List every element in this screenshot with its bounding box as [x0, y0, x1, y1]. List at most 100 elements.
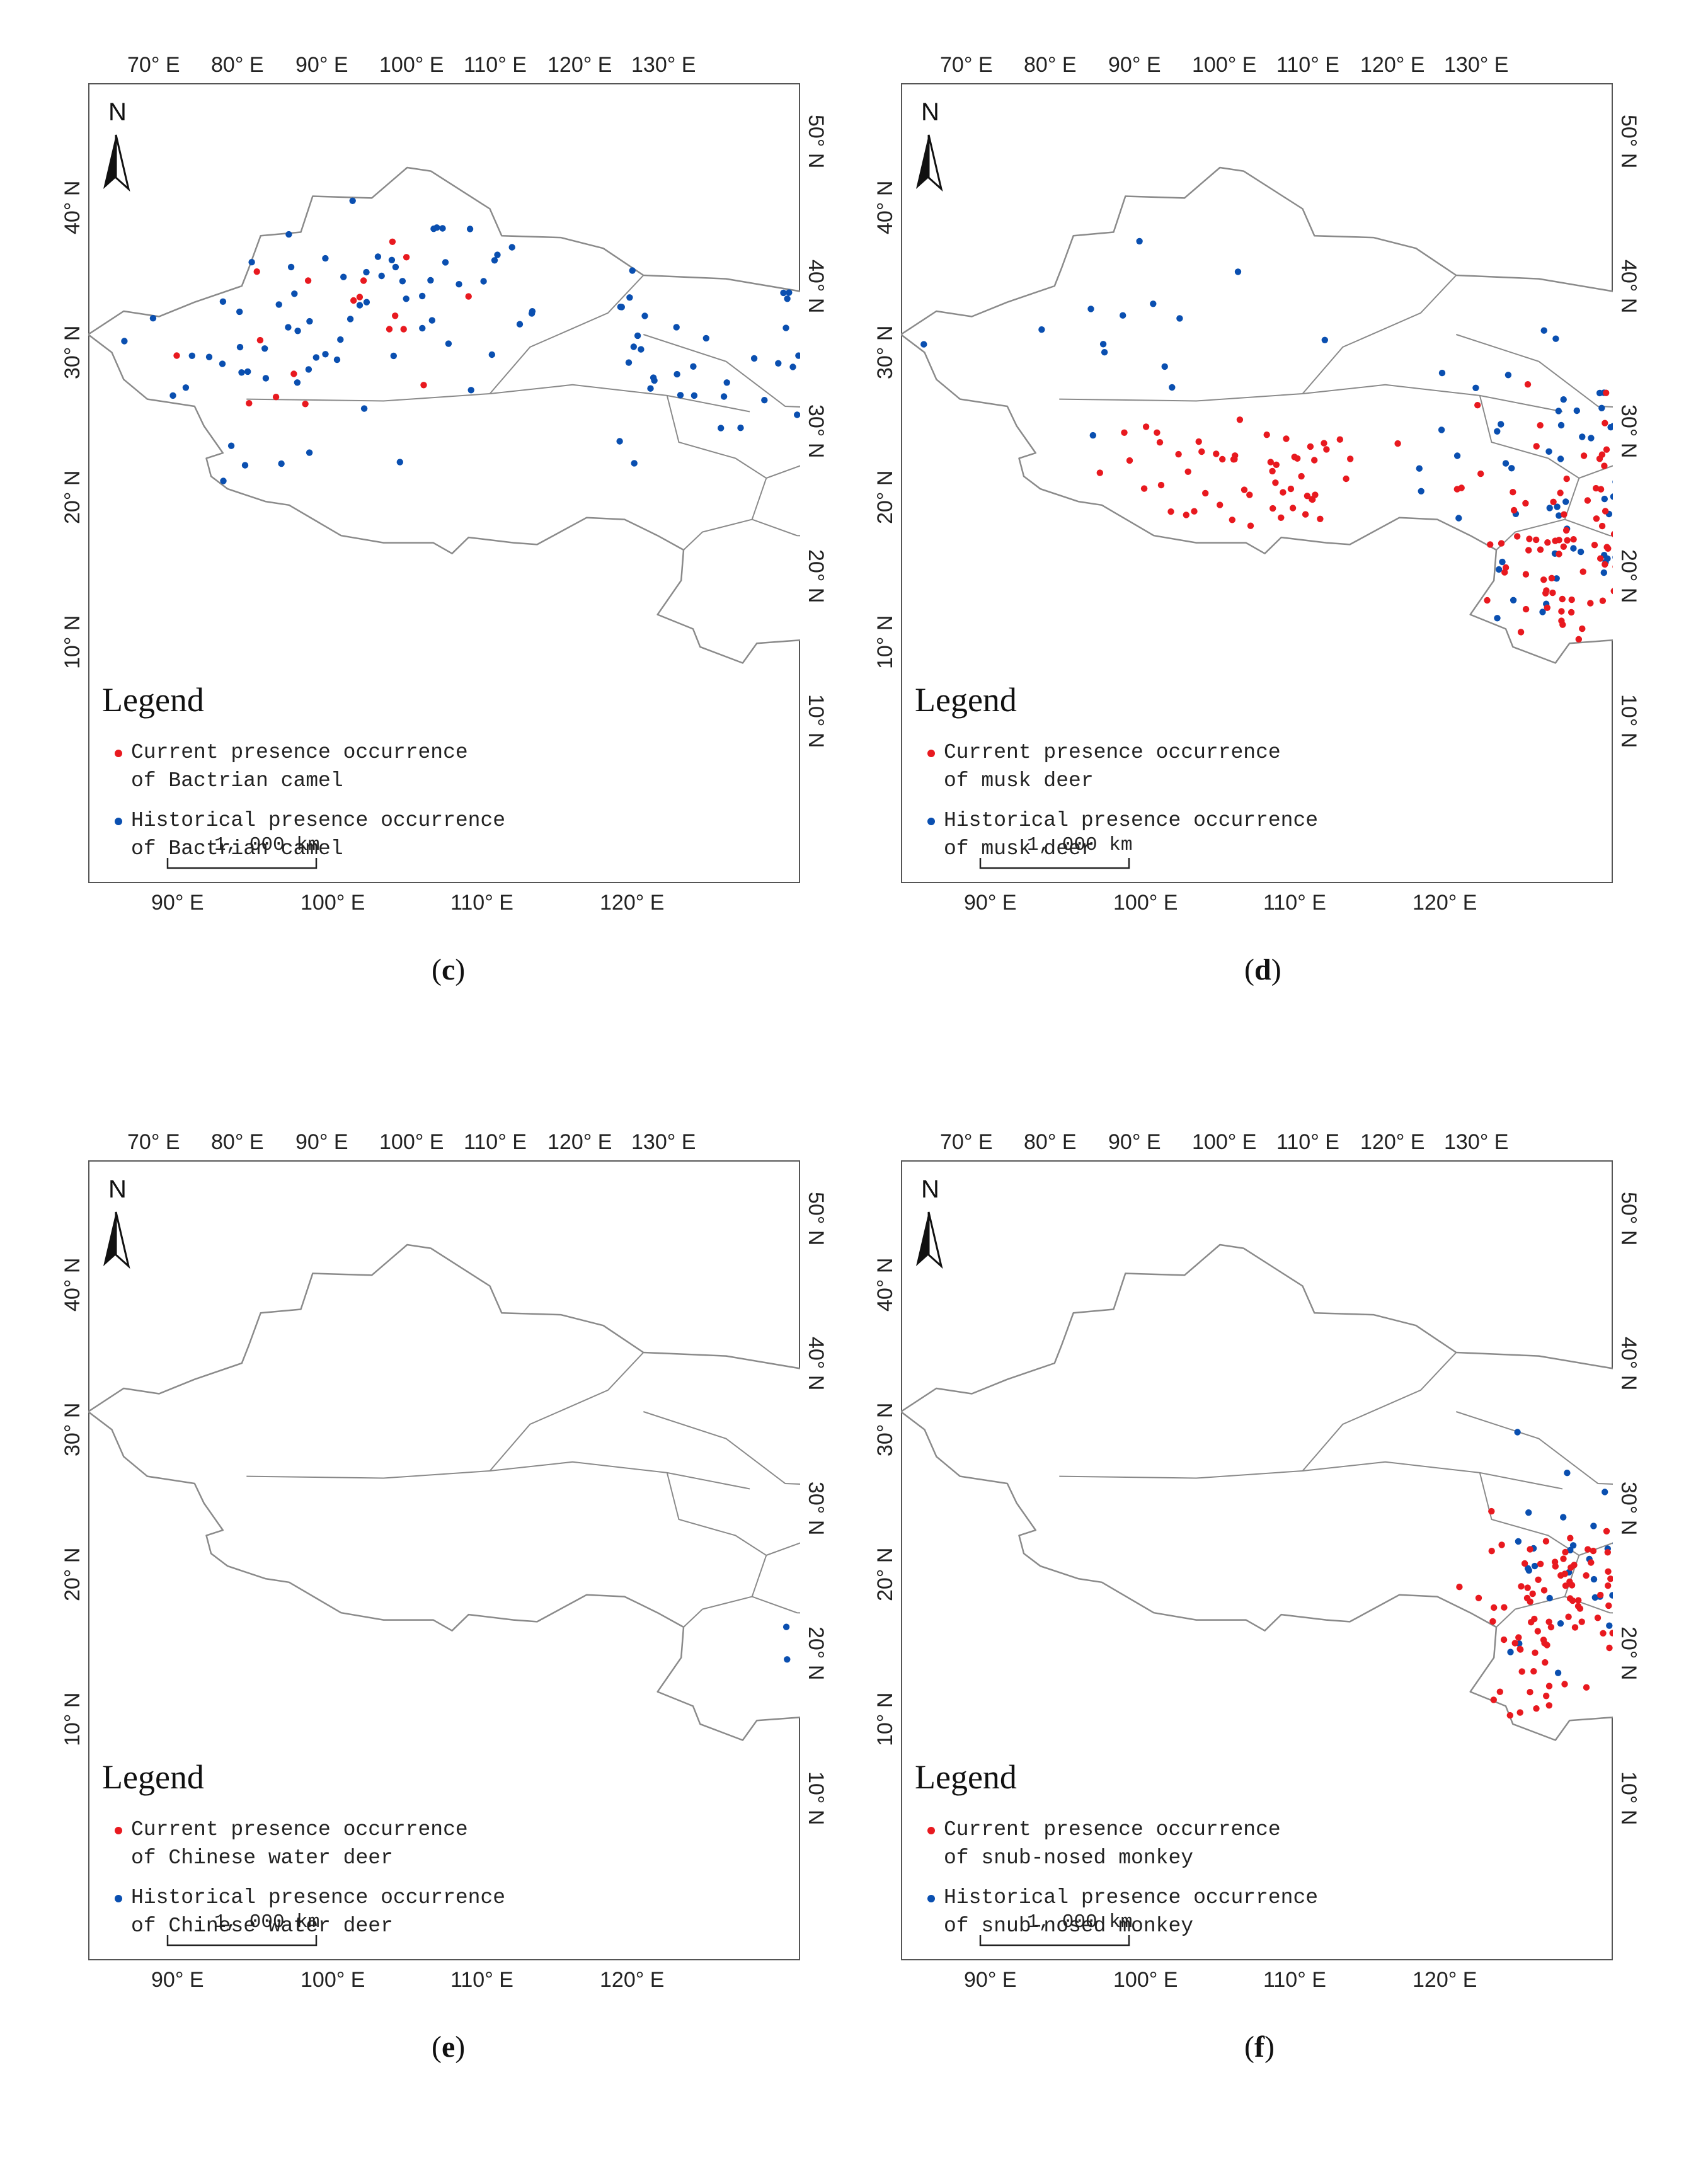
current-occurrence-point [253, 268, 260, 275]
historical-occurrence-point [285, 231, 292, 238]
current-occurrence-point [1307, 443, 1314, 450]
historical-occurrence-point [1609, 1592, 1613, 1599]
historical-occurrence-point [337, 336, 344, 343]
top-axis-tick: 70° E [940, 53, 993, 77]
current-occurrence-point [1537, 546, 1544, 553]
historical-occurrence-point [1588, 435, 1595, 442]
historical-occurrence-point [780, 289, 787, 297]
current-occurrence-point [1230, 456, 1237, 463]
current-occurrence-point [1202, 489, 1209, 497]
current-occurrence-point [1524, 381, 1532, 388]
historical-occurrence-point [634, 332, 641, 340]
top-axis-tick: 70° E [127, 53, 180, 77]
current-occurrence-point [1184, 468, 1191, 475]
current-occurrence-point [356, 294, 364, 300]
current-occurrence-point [1598, 451, 1606, 458]
map-canvas [88, 1160, 800, 1960]
bottom-axis-tick: 100° E [301, 891, 365, 915]
historical-occurrence-point [1569, 1542, 1577, 1549]
historical-occurrence-point [262, 375, 270, 382]
north-arrow-icon [103, 1211, 130, 1269]
historical-occurrence-point [1101, 349, 1108, 356]
historical-occurrence-point [1554, 503, 1561, 510]
historical-occurrence-point [651, 377, 658, 384]
current-occurrence-point [1273, 461, 1280, 468]
historical-occurrence-point [1234, 268, 1242, 275]
historical-occurrence-point [1604, 555, 1611, 562]
historical-legend-label: Historical presence occurrence of musk de… [944, 806, 1318, 863]
china-boundary [901, 166, 1613, 664]
top-axis-tick: 120° E [1360, 53, 1425, 77]
current-occurrence-point [1566, 1578, 1573, 1586]
right-axis-tick: 50° N [1617, 1192, 1641, 1246]
province-boundary [1564, 1596, 1613, 1614]
current-occurrence-point [1591, 542, 1598, 549]
current-occurrence-point [1488, 1548, 1495, 1555]
current-occurrence-point [1496, 1688, 1503, 1695]
historical-occurrence-point [1453, 452, 1461, 459]
current-occurrence-point [350, 297, 357, 304]
historical-occurrence-point [396, 459, 403, 466]
current-occurrence-point [1568, 609, 1575, 616]
current-occurrence-point [1540, 1637, 1547, 1643]
historical-occurrence-point [775, 360, 782, 367]
current-occurrence-point [1575, 1597, 1582, 1604]
historical-occurrence-point [467, 387, 474, 394]
historical-occurrence-point [1524, 1565, 1532, 1572]
north-arrow-icon [103, 134, 130, 192]
current-occurrence-point [1175, 450, 1182, 458]
current-occurrence-point [1540, 1587, 1548, 1594]
historical-occurrence-point [1552, 335, 1559, 342]
current-occurrence-point [1309, 496, 1316, 503]
historical-occurrence-point [305, 366, 312, 373]
panel-caption-letter: e [441, 2030, 456, 2064]
historical-occurrence-point [480, 278, 487, 285]
panel-caption: (d) [1244, 953, 1281, 986]
current-occurrence-point [1522, 605, 1530, 613]
current-occurrence-point [1583, 1572, 1590, 1579]
current-occurrence-point [1213, 450, 1220, 457]
historical-occurrence-point [399, 278, 406, 285]
current-occurrence-point [304, 277, 312, 284]
current-legend-line2: of Chinese water deer [131, 1846, 393, 1870]
right-axis-tick: 50° N [1617, 115, 1641, 169]
top-axis-tick: 100° E [379, 1130, 444, 1154]
province-boundary [1302, 275, 1457, 394]
scale-bar [166, 858, 318, 869]
current-occurrence-point [1558, 608, 1565, 615]
historical-occurrence-point [356, 302, 364, 309]
historical-occurrence-point [1505, 372, 1512, 379]
current-occurrence-point [1263, 432, 1270, 438]
current-legend-label: Current presence occurrence of snub-nosed… [944, 1815, 1281, 1872]
historical-occurrence-point [789, 363, 796, 370]
current-occurrence-point [1544, 604, 1550, 611]
historical-occurrence-point [629, 267, 636, 274]
left-axis-tick: 20° N [60, 470, 84, 524]
current-occurrence-point [1552, 537, 1559, 544]
current-occurrence-point [1304, 493, 1311, 500]
current-occurrence-point [1533, 1705, 1540, 1712]
top-axis-tick: 130° E [631, 1130, 696, 1154]
bottom-axis-tick: 110° E [1263, 1968, 1326, 1992]
current-occurrence-point [1198, 448, 1205, 455]
current-occurrence-point [1603, 544, 1610, 551]
historical-occurrence-point [737, 425, 744, 432]
current-occurrence-point [1542, 1538, 1550, 1545]
top-axis-tick: 100° E [1192, 1130, 1257, 1154]
current-occurrence-point [1597, 486, 1605, 493]
historical-occurrence-point [1120, 312, 1126, 319]
current-occurrence-point [1294, 455, 1301, 462]
historical-occurrence-point [1531, 1562, 1539, 1570]
current-legend-label: Current presence occurrence of musk deer [944, 738, 1281, 795]
current-occurrence-point [1562, 527, 1570, 534]
historical-occurrence-point [294, 379, 301, 386]
current-occurrence-point [1561, 1681, 1568, 1688]
historical-occurrence-point [312, 354, 319, 361]
left-axis-tick: 10° N [873, 615, 897, 669]
historical-occurrence-point [638, 346, 645, 353]
left-axis-tick: 30° N [60, 1402, 84, 1456]
map-canvas [88, 83, 800, 883]
current-occurrence-point [1593, 484, 1600, 492]
current-occurrence-point [1477, 470, 1484, 477]
current-occurrence-point [1529, 1590, 1536, 1598]
